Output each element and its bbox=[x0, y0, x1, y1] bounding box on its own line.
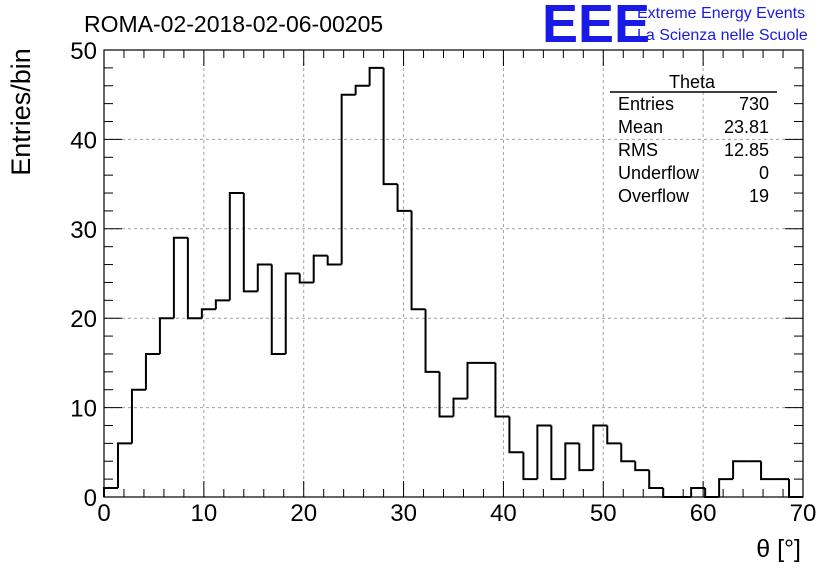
stats-row-underflow: Underflow 0 bbox=[618, 163, 769, 183]
x-tick-label: 10 bbox=[191, 500, 218, 527]
histogram-bin bbox=[312, 254, 328, 283]
stats-value: 0 bbox=[759, 163, 769, 183]
stats-value: 23.81 bbox=[724, 117, 769, 137]
stats-label: Mean bbox=[618, 117, 663, 137]
chart-title: ROMA-02-2018-02-06-00205 bbox=[84, 11, 383, 37]
y-tick-label: 50 bbox=[70, 38, 97, 65]
stats-label: Entries bbox=[618, 94, 674, 114]
histogram-bin bbox=[158, 317, 174, 354]
histogram-bin bbox=[648, 470, 664, 490]
histogram-bin bbox=[634, 461, 650, 472]
histogram-bin bbox=[536, 424, 552, 480]
plot-frame bbox=[103, 49, 804, 498]
x-tick-label: 50 bbox=[590, 500, 617, 527]
stats-row-entries: Entries 730 bbox=[618, 94, 769, 114]
histogram-bin bbox=[214, 299, 230, 310]
y-tick-label: 40 bbox=[70, 127, 97, 154]
histogram-bin bbox=[578, 443, 594, 472]
stats-title: Theta bbox=[669, 72, 716, 92]
stats-row-overflow: Overflow 19 bbox=[618, 186, 769, 206]
histogram-bin bbox=[718, 478, 734, 497]
histogram-bin bbox=[368, 66, 384, 86]
histogram-bin bbox=[620, 443, 636, 463]
histogram-bin bbox=[410, 210, 426, 311]
stats-row-mean: Mean 23.81 bbox=[618, 117, 769, 137]
histogram-bin bbox=[172, 236, 188, 319]
histogram-bin bbox=[592, 424, 608, 471]
histogram-bin bbox=[508, 416, 524, 454]
y-tick-label: 30 bbox=[70, 217, 97, 244]
eee-logo: EEE Extreme Energy Events La Scienza nel… bbox=[542, 0, 808, 54]
y-tick-label: 10 bbox=[70, 396, 97, 423]
histogram-bins bbox=[103, 66, 803, 498]
histogram-bin bbox=[354, 84, 370, 95]
y-tick-label: 0 bbox=[84, 485, 97, 512]
stats-label: Underflow bbox=[618, 163, 700, 183]
histogram-bin bbox=[662, 488, 678, 498]
histogram-bin bbox=[452, 397, 468, 417]
x-tick-label: 30 bbox=[390, 500, 417, 527]
histogram-bin bbox=[116, 442, 132, 489]
histogram-bin bbox=[704, 488, 720, 498]
y-tick-label: 20 bbox=[70, 306, 97, 333]
x-tick-label: 20 bbox=[290, 500, 317, 527]
brand-line-1: Extreme Energy Events bbox=[637, 5, 805, 22]
histogram-bin bbox=[564, 442, 580, 480]
histogram-bin bbox=[382, 67, 398, 186]
histogram-bin bbox=[438, 371, 454, 418]
stats-box: Theta Entries 730 Mean 23.81 RMS 12.85 U… bbox=[610, 72, 777, 206]
histogram-bin bbox=[732, 460, 748, 480]
histogram-bin bbox=[396, 184, 412, 212]
histogram-bin bbox=[256, 263, 272, 292]
histogram-bin bbox=[522, 452, 538, 481]
histogram-bin bbox=[760, 461, 776, 481]
histogram-bin bbox=[242, 193, 258, 293]
brand-line-2: La Scienza nelle Scuole bbox=[637, 27, 808, 44]
stats-label: RMS bbox=[618, 140, 658, 160]
histogram-bin bbox=[200, 308, 216, 319]
histogram-bin bbox=[103, 487, 118, 497]
x-tick-labels: 0 10 20 30 40 50 60 70 bbox=[97, 500, 816, 527]
x-tick-label: 60 bbox=[690, 500, 717, 527]
histogram-bin bbox=[466, 361, 482, 399]
histogram-bin bbox=[340, 93, 356, 265]
histogram-bin bbox=[228, 192, 244, 301]
histogram-bin bbox=[186, 237, 202, 320]
stats-value: 730 bbox=[739, 94, 769, 114]
x-tick-label: 70 bbox=[790, 500, 817, 527]
stats-value: 19 bbox=[749, 186, 769, 206]
histogram-bin bbox=[130, 388, 146, 444]
histogram-bin bbox=[298, 273, 314, 284]
histogram-bin bbox=[606, 425, 622, 445]
stats-value: 12.85 bbox=[724, 140, 769, 160]
histogram-bin bbox=[550, 425, 566, 481]
x-axis-label: θ [°] bbox=[756, 535, 801, 563]
histogram-bin bbox=[788, 479, 803, 498]
x-tick-label: 0 bbox=[97, 500, 110, 527]
histogram-bin bbox=[144, 352, 160, 390]
stats-label: Overflow bbox=[618, 186, 690, 206]
histogram-bin bbox=[326, 255, 342, 266]
stats-row-rms: RMS 12.85 bbox=[618, 140, 769, 160]
histogram-bin bbox=[424, 309, 440, 373]
histogram-bin bbox=[284, 272, 300, 354]
y-axis-label: Entries/bin bbox=[6, 48, 36, 176]
x-tick-label: 40 bbox=[490, 500, 517, 527]
eee-logo-mark: EEE bbox=[542, 0, 650, 54]
grid-lines bbox=[104, 50, 803, 497]
histogram-bin bbox=[270, 264, 286, 355]
y-tick-labels: 0 10 20 30 40 50 bbox=[70, 38, 97, 512]
axis-ticks bbox=[103, 49, 804, 498]
histogram-bin bbox=[690, 487, 706, 497]
histogram-bin bbox=[494, 362, 510, 418]
